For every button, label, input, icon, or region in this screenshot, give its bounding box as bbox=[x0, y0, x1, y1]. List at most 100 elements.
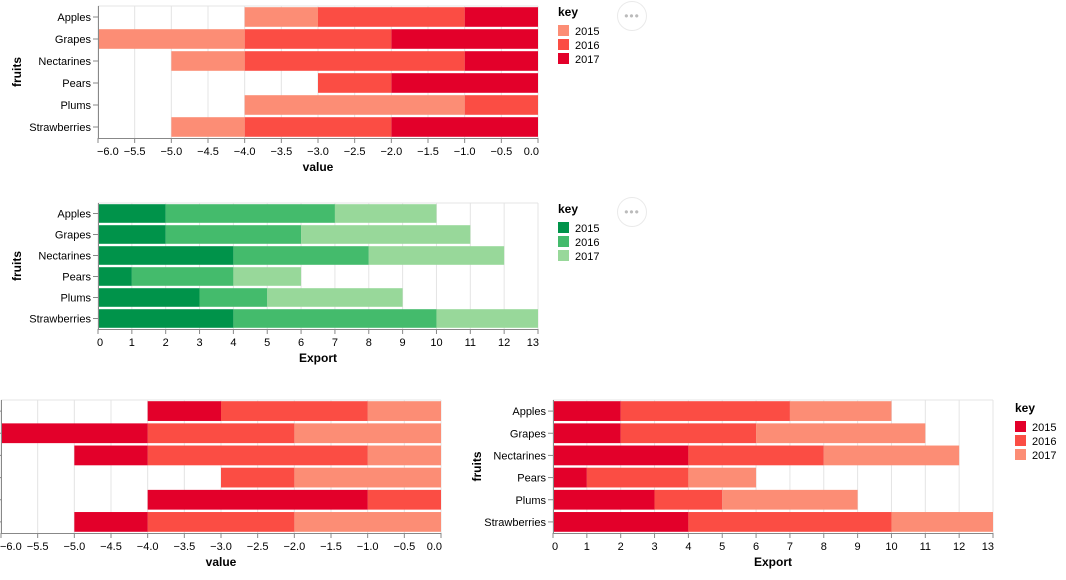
y-tick-label: Nectarines bbox=[38, 251, 91, 263]
legend-item-2015[interactable]: 2015 bbox=[1015, 421, 1056, 434]
bar-apples-2015[interactable] bbox=[98, 204, 166, 223]
legend-item-2015[interactable]: 2015 bbox=[558, 222, 599, 235]
x-tick-label: −1.0 bbox=[357, 541, 379, 553]
bar-strawberries-2015[interactable] bbox=[553, 512, 689, 532]
bar-apples-2017[interactable] bbox=[464, 7, 538, 27]
bar-nectarines-2016[interactable] bbox=[688, 445, 824, 466]
bar-grapes-2016[interactable] bbox=[147, 423, 295, 444]
chart-middle-export: 0 1 2 3 4 5 6 7 8 9 10 11 12 13ExportApplesGrapesNect… bbox=[10, 202, 599, 365]
legend-title: key bbox=[1015, 401, 1035, 415]
bar-pears-2016[interactable] bbox=[221, 467, 295, 488]
bar-apples-2017[interactable] bbox=[334, 204, 437, 223]
chart-1-actions-menu-button[interactable]: ••• bbox=[617, 1, 647, 31]
bar-pears-2016[interactable] bbox=[586, 467, 689, 488]
bar-pears-2016[interactable] bbox=[318, 73, 392, 93]
bar-strawberries-2017[interactable] bbox=[891, 512, 993, 532]
bar-nectarines-2017[interactable] bbox=[367, 445, 441, 466]
bar-grapes-2016[interactable] bbox=[244, 29, 392, 49]
y-tick-label: Apples bbox=[512, 406, 546, 418]
bar-strawberries-2016[interactable] bbox=[244, 117, 392, 137]
bar-nectarines-2015[interactable] bbox=[171, 51, 245, 71]
bar-grapes-2017[interactable] bbox=[294, 423, 441, 444]
x-tick-label: −4.5 bbox=[197, 146, 219, 158]
bar-strawberries-2015[interactable] bbox=[171, 117, 245, 137]
grid bbox=[0, 399, 442, 533]
legend-item-2016[interactable]: 2016 bbox=[558, 39, 599, 52]
bar-strawberries-2015[interactable] bbox=[74, 512, 148, 532]
x-tick-label: −0.5 bbox=[490, 146, 512, 158]
bar-apples-2017[interactable] bbox=[789, 401, 892, 421]
bar-plums-2017[interactable] bbox=[267, 288, 403, 307]
y-tick-label: Grapes bbox=[510, 428, 547, 440]
bar-grapes-2015[interactable] bbox=[1, 423, 148, 444]
bars bbox=[553, 401, 993, 532]
bar-nectarines-2015[interactable] bbox=[74, 445, 148, 466]
bar-apples-2015[interactable] bbox=[553, 401, 621, 421]
bar-plums-2015[interactable] bbox=[244, 95, 465, 115]
y-tick-label: Strawberries bbox=[29, 122, 91, 134]
bar-nectarines-2015[interactable] bbox=[553, 445, 689, 466]
bar-pears-2017[interactable] bbox=[688, 467, 757, 488]
bar-pears-2016[interactable] bbox=[131, 267, 234, 286]
bar-apples-2016[interactable] bbox=[318, 7, 465, 27]
bar-plums-2015[interactable] bbox=[553, 489, 655, 510]
bar-strawberries-2016[interactable] bbox=[147, 512, 295, 532]
bar-nectarines-2016[interactable] bbox=[147, 445, 368, 466]
bar-grapes-2017[interactable] bbox=[301, 225, 471, 244]
bar-grapes-2017[interactable] bbox=[756, 423, 926, 444]
bar-nectarines-2017[interactable] bbox=[368, 246, 505, 265]
bar-apples-2016[interactable] bbox=[165, 204, 335, 223]
bar-pears-2015[interactable] bbox=[553, 467, 587, 488]
bar-apples-2017[interactable] bbox=[367, 401, 441, 421]
bar-apples-2016[interactable] bbox=[221, 401, 368, 421]
x-tick-label: 0.0 bbox=[524, 146, 539, 158]
bar-plums-2017[interactable] bbox=[722, 489, 858, 510]
bar-nectarines-2015[interactable] bbox=[98, 246, 234, 265]
legend-item-2017[interactable]: 2017 bbox=[558, 250, 599, 263]
bar-nectarines-2017[interactable] bbox=[464, 51, 538, 71]
y-tick-label: Strawberries bbox=[29, 314, 91, 326]
bar-plums-2015[interactable] bbox=[98, 288, 200, 307]
x-tick-label: 11 bbox=[465, 337, 476, 349]
bar-nectarines-2017[interactable] bbox=[823, 445, 960, 466]
bar-plums-2016[interactable] bbox=[654, 489, 723, 510]
bar-nectarines-2016[interactable] bbox=[233, 246, 369, 265]
bar-strawberries-2016[interactable] bbox=[233, 309, 437, 328]
legend-item-2016[interactable]: 2016 bbox=[558, 236, 599, 249]
bar-strawberries-2017[interactable] bbox=[436, 309, 538, 328]
bar-strawberries-2015[interactable] bbox=[98, 309, 234, 328]
x-axis-ticks: 0 1 2 3 4 5 6 7 8 9 10 11 12 13 bbox=[97, 329, 539, 349]
bar-pears-2015[interactable] bbox=[98, 267, 132, 286]
legend-item-2015[interactable]: 2015 bbox=[558, 25, 599, 38]
bar-pears-2017[interactable] bbox=[294, 467, 441, 488]
bar-grapes-2016[interactable] bbox=[165, 225, 302, 244]
bar-pears-2017[interactable] bbox=[233, 267, 302, 286]
bar-pears-2017[interactable] bbox=[391, 73, 538, 93]
bar-strawberries-2017[interactable] bbox=[391, 117, 538, 137]
legend-item-2016[interactable]: 2016 bbox=[1015, 435, 1056, 448]
bar-grapes-2015[interactable] bbox=[98, 29, 245, 49]
legend-item-2017[interactable]: 2017 bbox=[1015, 449, 1056, 462]
legend-item-2017[interactable]: 2017 bbox=[558, 53, 599, 66]
bar-plums-2016[interactable] bbox=[367, 489, 441, 510]
bar-plums-2016[interactable] bbox=[464, 95, 538, 115]
bar-grapes-2015[interactable] bbox=[98, 225, 166, 244]
bar-strawberries-2017[interactable] bbox=[294, 512, 441, 532]
bar-grapes-2016[interactable] bbox=[620, 423, 757, 444]
x-tick-label: −3.5 bbox=[173, 541, 195, 553]
bar-plums-2015[interactable] bbox=[147, 489, 368, 510]
legend-label: 2015 bbox=[575, 26, 599, 38]
bar-plums-2016[interactable] bbox=[199, 288, 268, 307]
x-tick-label: −2.0 bbox=[380, 146, 402, 158]
chart-2-actions-menu-button[interactable]: ••• bbox=[617, 197, 647, 227]
bar-apples-2015[interactable] bbox=[244, 7, 318, 27]
bar-strawberries-2016[interactable] bbox=[688, 512, 892, 532]
bar-grapes-2017[interactable] bbox=[391, 29, 538, 49]
legend-swatch bbox=[558, 25, 569, 36]
bar-apples-2016[interactable] bbox=[620, 401, 790, 421]
y-tick-label: Pears bbox=[62, 78, 91, 90]
bar-apples-2015[interactable] bbox=[147, 401, 221, 421]
bar-nectarines-2016[interactable] bbox=[244, 51, 465, 71]
bar-grapes-2015[interactable] bbox=[553, 423, 621, 444]
grid bbox=[97, 5, 539, 138]
